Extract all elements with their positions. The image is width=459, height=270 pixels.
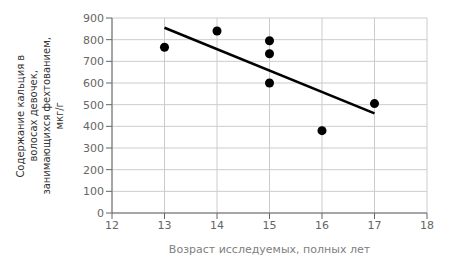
svg-text:400: 400 [83,120,104,133]
svg-text:15: 15 [263,219,277,232]
svg-text:13: 13 [158,219,172,232]
svg-text:300: 300 [83,142,104,155]
svg-text:700: 700 [83,55,104,68]
svg-text:12: 12 [105,219,119,232]
svg-text:18: 18 [420,219,434,232]
svg-text:500: 500 [83,99,104,112]
svg-text:800: 800 [83,34,104,47]
html-text:Содержание кальция в волосах д: Содержание кальция в волосах девочек, за… [15,36,65,195]
svg-text:17: 17 [368,219,382,232]
svg-text:100: 100 [83,185,104,198]
svg-text:16: 16 [315,219,329,232]
svg-text:200: 200 [83,164,104,177]
svg-text:0: 0 [97,207,104,220]
svg-text:600: 600 [83,77,104,90]
svg-text:900: 900 [83,12,104,25]
svg-text:Возраст исследуемых, полных ле: Возраст исследуемых, полных лет [169,243,371,256]
svg-text:14: 14 [210,219,224,232]
